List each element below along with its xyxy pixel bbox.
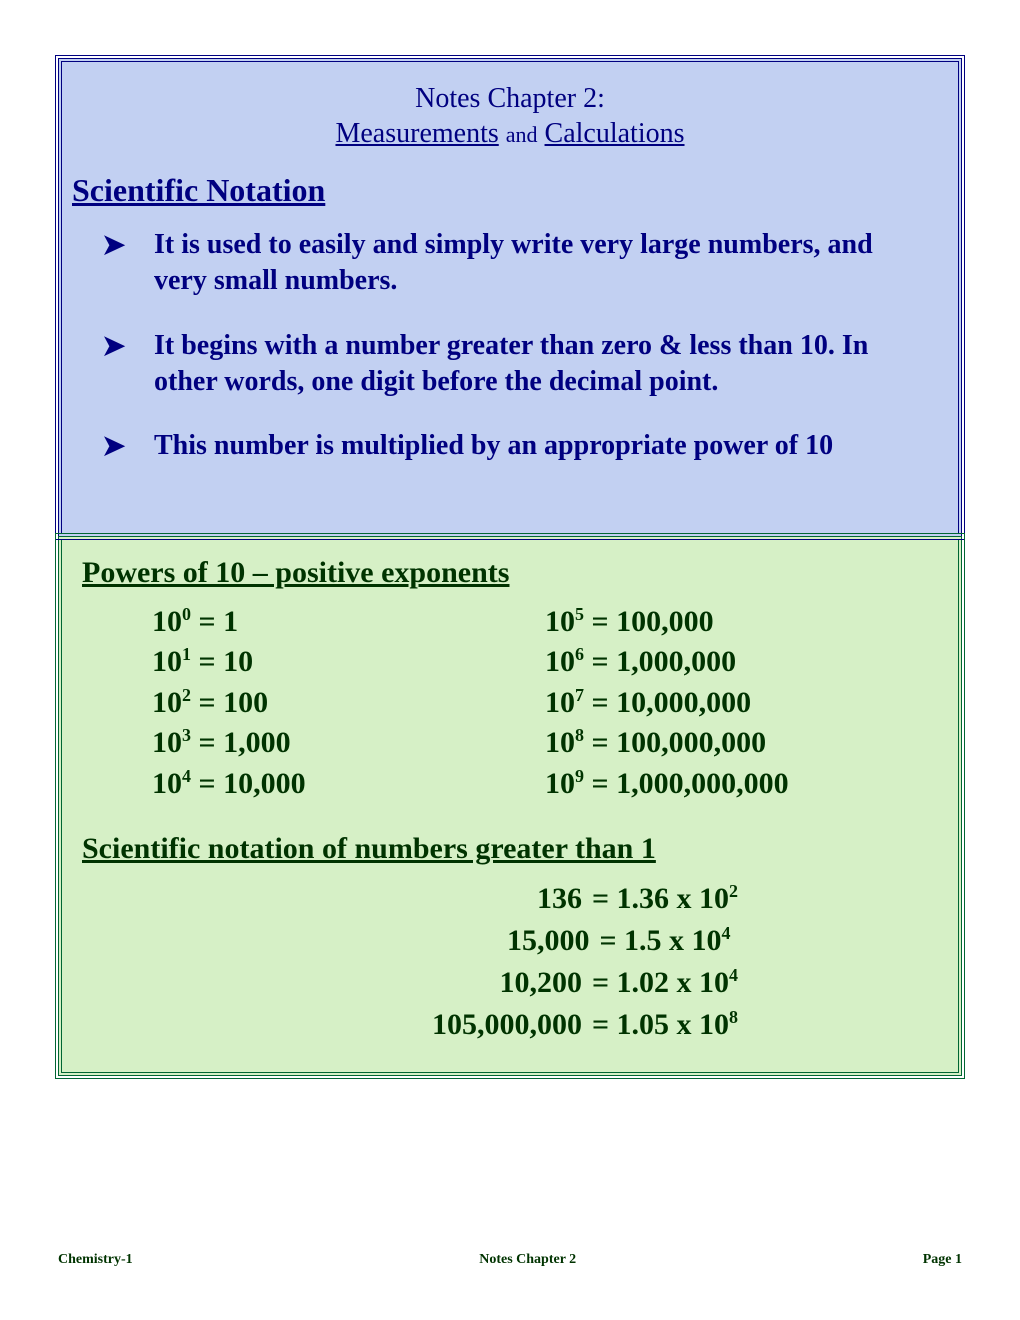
bullet-text: This number is multiplied by an appropri…: [154, 428, 833, 464]
footer-center: Notes Chapter 2: [479, 1252, 576, 1268]
subtitle-word-measurements: Measurements: [335, 118, 498, 149]
power-entry: 102 = 100: [152, 683, 545, 724]
example-row: 15,000= 1.5 x 104: [82, 920, 938, 962]
bullet-arrow-icon: ➤: [102, 428, 154, 464]
page: Notes Chapter 2: Measurements and Calcul…: [0, 0, 1020, 1320]
example-number: 136: [282, 878, 592, 920]
example-row: 136= 1.36 x 102: [82, 878, 938, 920]
bullet-text: It begins with a number greater than zer…: [154, 328, 930, 401]
power-entry: 107 = 10,000,000: [545, 683, 938, 724]
power-entry: 106 = 1,000,000: [545, 642, 938, 683]
examples-list: 136= 1.36 x 10215,000= 1.5 x 10410,200= …: [82, 878, 938, 1046]
power-entry: 108 = 100,000,000: [545, 723, 938, 764]
bullet-arrow-icon: ➤: [102, 227, 154, 300]
example-notation: = 1.05 x 108: [592, 1004, 738, 1046]
power-entry: 105 = 100,000: [545, 602, 938, 643]
box-scientific-notation: Notes Chapter 2: Measurements and Calcul…: [58, 58, 962, 537]
heading-sn-greater-than-1: Scientific notation of numbers greater t…: [82, 832, 938, 866]
footer-right: Page 1: [923, 1252, 962, 1268]
heading-scientific-notation: Scientific Notation: [72, 172, 952, 209]
bullet-item: ➤This number is multiplied by an appropr…: [102, 428, 930, 464]
bullet-item: ➤It is used to easily and simply write v…: [102, 227, 930, 300]
bullet-text: It is used to easily and simply write ve…: [154, 227, 930, 300]
bullet-arrow-icon: ➤: [102, 328, 154, 401]
heading-powers-of-10: Powers of 10 – positive exponents: [82, 556, 938, 590]
example-number: 10,200: [282, 962, 592, 1004]
bullet-item: ➤It begins with a number greater than ze…: [102, 328, 930, 401]
example-notation: = 1.5 x 104: [599, 920, 730, 962]
example-notation: = 1.02 x 104: [592, 962, 738, 1004]
chapter-subtitle: Measurements and Calculations: [68, 118, 952, 150]
footer-left: Chemistry-1: [58, 1252, 133, 1268]
power-entry: 101 = 10: [152, 642, 545, 683]
power-entry: 103 = 1,000: [152, 723, 545, 764]
box-powers-of-10: Powers of 10 – positive exponents 100 = …: [58, 536, 962, 1077]
bullet-list: ➤It is used to easily and simply write v…: [68, 227, 952, 465]
powers-grid: 100 = 1105 = 100,000101 = 10106 = 1,000,…: [152, 602, 938, 805]
power-entry: 104 = 10,000: [152, 764, 545, 805]
example-row: 10,200= 1.02 x 104: [82, 962, 938, 1004]
power-entry: 100 = 1: [152, 602, 545, 643]
example-row: 105,000,000= 1.05 x 108: [82, 1004, 938, 1046]
example-notation: = 1.36 x 102: [592, 878, 738, 920]
power-entry: 109 = 1,000,000,000: [545, 764, 938, 805]
chapter-title-line1: Notes Chapter 2:: [68, 80, 952, 118]
example-number: 15,000: [289, 920, 599, 962]
subtitle-word-calculations: Calculations: [545, 118, 685, 149]
subtitle-and: and: [506, 122, 538, 147]
page-footer: Chemistry-1 Notes Chapter 2 Page 1: [58, 1252, 962, 1268]
example-number: 105,000,000: [282, 1004, 592, 1046]
